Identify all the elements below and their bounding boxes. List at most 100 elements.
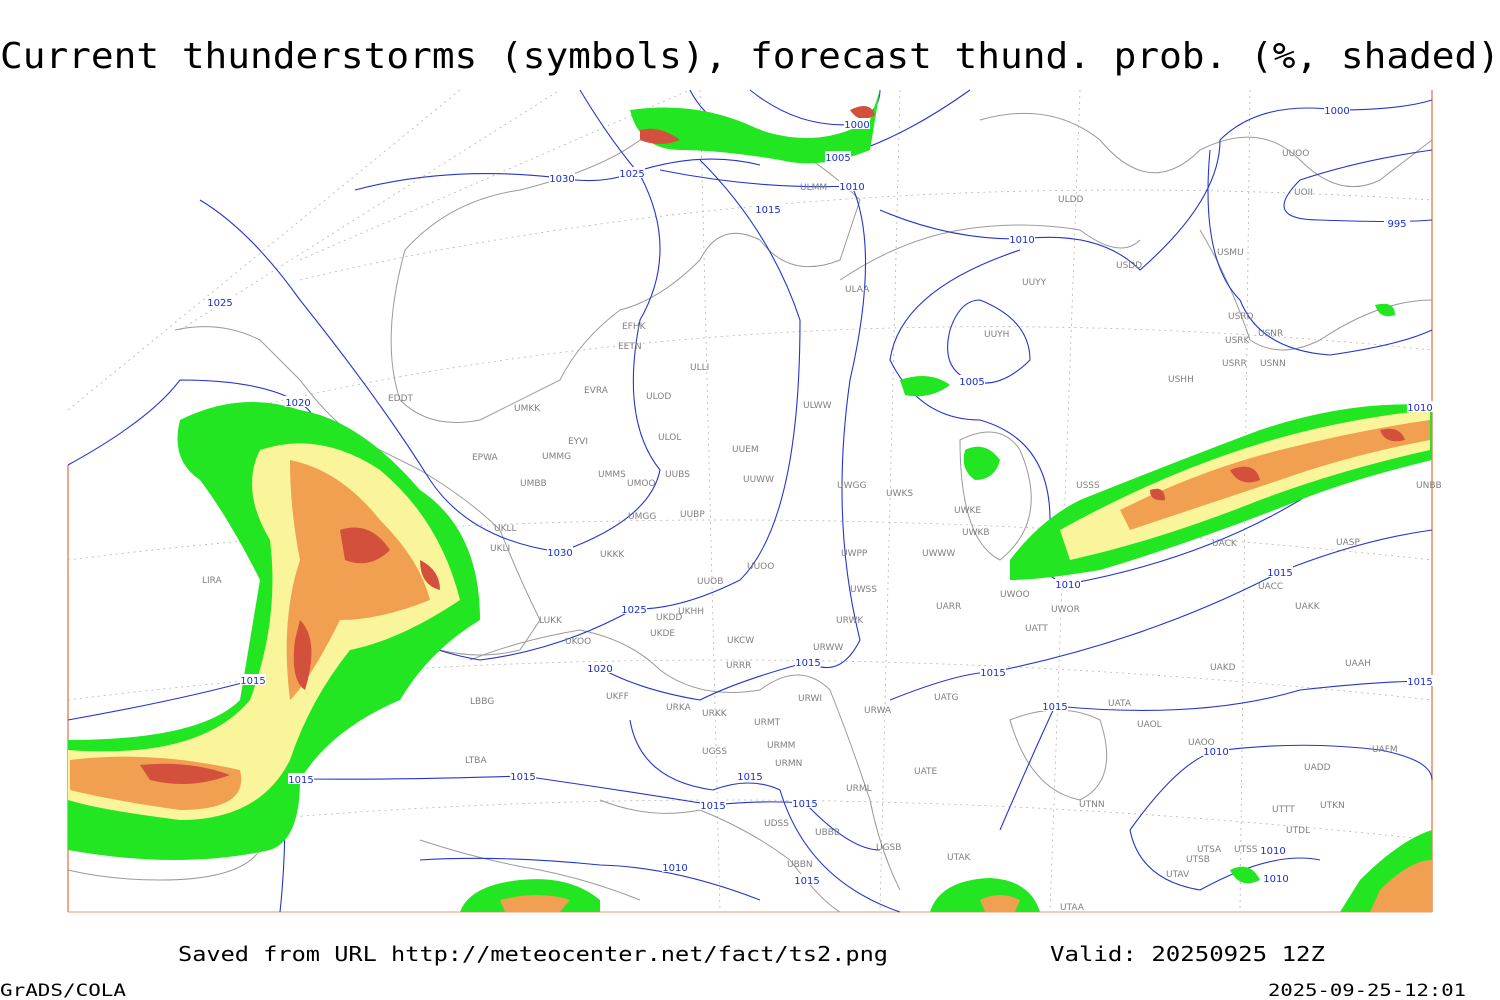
software: GrADS/COLA [0,981,126,1000]
isobar-label: 1015 [980,668,1005,679]
label-bg [1407,675,1433,686]
isobar-label: 1015 [1267,568,1292,579]
label-bg [844,118,870,129]
label-bg [1407,401,1433,412]
label-bg [755,203,781,214]
label-bg [549,172,575,183]
station-label: USRO [1228,312,1254,322]
isobar-label: 1000 [1324,106,1349,117]
label-bg [587,662,613,673]
station-label: UARR [936,602,961,612]
station-label: UAKK [1295,602,1321,612]
station-label: USMU [1217,248,1244,258]
station-label: EFHK [622,322,647,332]
station-label: UUOO [747,562,774,572]
label-bg [1384,217,1410,228]
label-bg [1055,578,1081,589]
station-label: UTAA [1060,903,1085,913]
station-labels: EFHK EETN ULLI EVRA ULOD EDDT UMKK ULOL EYVI UUEM… [202,149,1442,913]
isobar-label: 1020 [285,398,310,409]
station-label: UUOO [1282,149,1309,159]
station-label: UAFM [1372,745,1398,755]
station-label: UNBB [1416,481,1442,491]
isobar-label: 1015 [792,799,817,810]
station-label: URWK [836,616,864,626]
station-label: UWWW [922,549,955,559]
isobar-label: 1015 [794,876,819,887]
station-label: USHH [1168,375,1194,385]
station-label: ULDD [1058,195,1084,205]
station-label: USDD [1116,261,1142,271]
isobar-label: 1005 [959,377,984,388]
station-label: UTTT [1272,805,1295,815]
label-bg [240,674,266,685]
station-label: UAAH [1345,659,1371,669]
station-label: URMN [775,759,802,769]
isobar-label: 1025 [621,605,646,616]
label-bg [839,180,865,191]
isobar-label: 1015 [737,772,762,783]
label-bg [288,773,314,784]
label-bg [1324,104,1350,115]
station-label: UTNN [1079,800,1105,810]
label-bg [737,770,763,781]
station-label: UGSB [876,843,901,853]
station-label: EDDT [388,394,414,404]
station-label: URWI [798,694,822,704]
isobar-label: 1000 [844,120,869,131]
label-bg [1009,233,1035,244]
isobar-label: 1025 [619,169,644,180]
isobar-label: 1015 [1407,677,1432,688]
station-label: EETN [618,342,642,352]
label-bg [825,151,851,162]
station-label: UKCW [727,636,754,646]
label-bg [792,797,818,808]
isobar-label: 1010 [1009,235,1034,246]
station-label: UTAK [947,853,972,863]
station-label: UUBP [680,510,705,520]
isobar-label: 1015 [288,775,313,786]
station-label: UTSB [1186,855,1210,865]
graticule [67,89,1433,913]
station-label: USRK [1225,336,1251,346]
station-label: UAOO [1188,738,1215,748]
valid-time: Valid: 20250925 12Z [1050,942,1325,966]
isobar-label: 1015 [755,205,780,216]
station-label: URMT [754,718,781,728]
station-label: LIRA [202,576,223,586]
station-label: URWA [864,706,892,716]
station-label: UMBB [520,479,547,489]
station-label: UUYY [1022,278,1047,288]
station-label: URKK [702,709,728,719]
station-label: USRR [1222,359,1247,369]
station-label: UADD [1304,763,1331,773]
station-label: ULOD [646,392,671,402]
isobar-label: 995 [1387,219,1406,230]
isobar-label: 1015 [510,772,535,783]
station-label: UUEM [732,445,759,455]
isobar-label: 1015 [240,676,265,687]
station-label: UTAV [1166,870,1190,880]
station-label: UATA [1108,699,1132,709]
station-label: UATE [914,767,938,777]
station-label: UMMS [598,470,626,480]
station-label: UACC [1258,582,1283,592]
station-label: USNR [1258,329,1283,339]
station-label: UUWW [743,475,774,485]
station-label: URRR [726,661,751,671]
station-label: EYVI [568,437,588,447]
station-label: URML [846,784,872,794]
label-bg [980,666,1006,677]
station-label: UUOB [697,577,723,587]
station-label: UAKD [1210,663,1236,673]
station-label: UTSS [1234,845,1258,855]
label-bg [794,874,820,885]
isobar-label: 1030 [549,174,574,185]
isobar-label: 1010 [1407,403,1432,414]
station-label: UKLL [494,524,517,534]
station-label: UASP [1336,538,1360,548]
label-bg [619,167,645,178]
station-label: EVRA [584,386,609,396]
station-label: UKKK [600,550,625,560]
